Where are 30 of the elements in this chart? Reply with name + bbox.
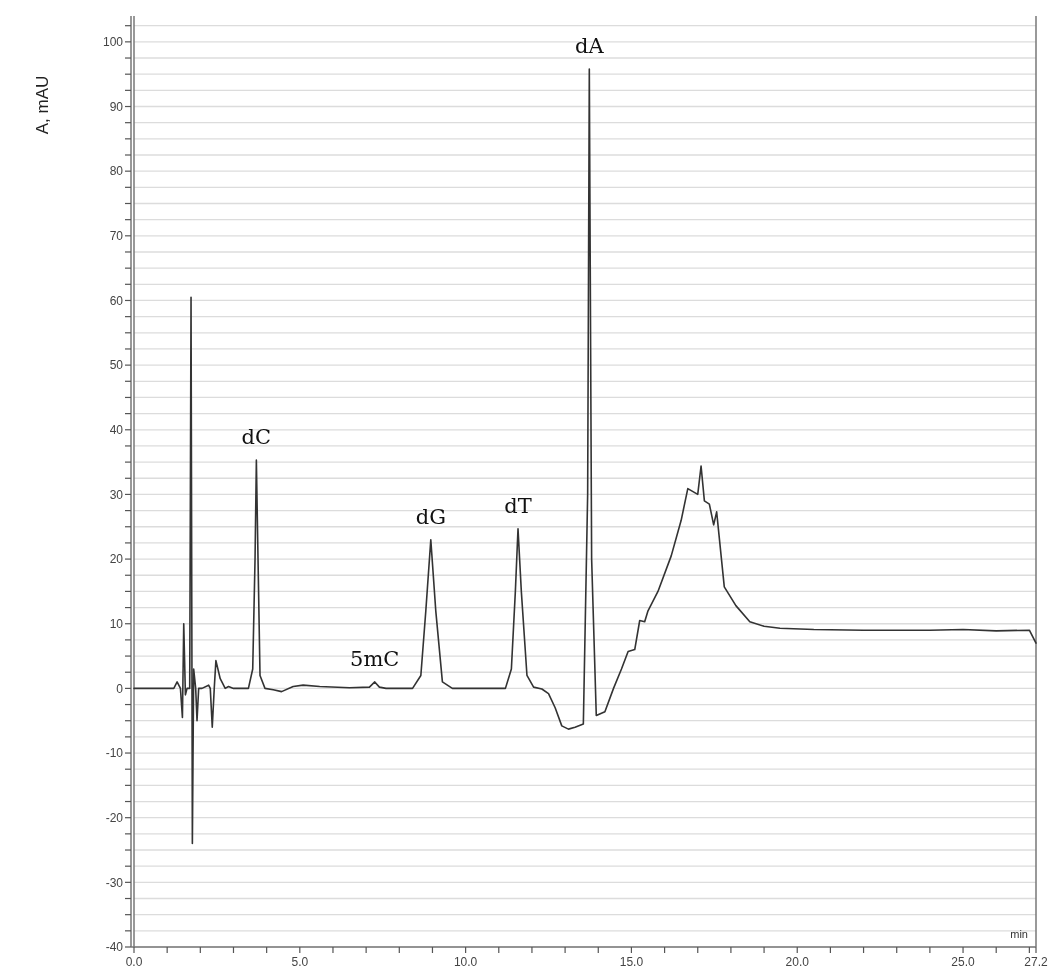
annotation: 5mC (350, 646, 400, 671)
y-tick-label: 100 (102, 35, 124, 50)
annotation: dG (415, 504, 446, 529)
x-tick-label: 27.2 (1024, 955, 1048, 969)
x-tick-label: 25.0 (951, 955, 976, 969)
x-tick-label: 5.0 (291, 955, 309, 969)
x-tick-label: 20.0 (785, 955, 810, 969)
y-tick-label: 50 (109, 358, 124, 373)
y-tick-label: 0 (116, 681, 124, 696)
line-series (133, 68, 1037, 845)
annotation: dC (241, 425, 272, 450)
annotation: dA (575, 34, 605, 59)
x-tick-label: 0.0 (125, 955, 143, 969)
y-tick-label: 10 (109, 616, 124, 631)
y-tick-label: -30 (105, 875, 124, 890)
y-tick-label: 20 (109, 552, 124, 567)
y-tick-label: -20 (105, 810, 124, 825)
x-tick-label: 10.0 (453, 955, 478, 969)
y-tick-label: 60 (109, 293, 124, 308)
annotation: dT (504, 493, 532, 518)
y-tick-label: 90 (109, 99, 124, 114)
x-tick-label: 15.0 (619, 955, 644, 969)
y-axis-title: A, mAU (33, 75, 52, 135)
y-tick-label: 80 (109, 164, 124, 179)
y-tick-label: 30 (109, 487, 124, 502)
y-tick-label: -40 (105, 940, 124, 955)
y-tick-label: 40 (109, 422, 124, 437)
y-tick-label: 70 (109, 229, 124, 244)
y-tick-label: -10 (105, 746, 124, 761)
x-axis-title: min (1010, 928, 1028, 940)
